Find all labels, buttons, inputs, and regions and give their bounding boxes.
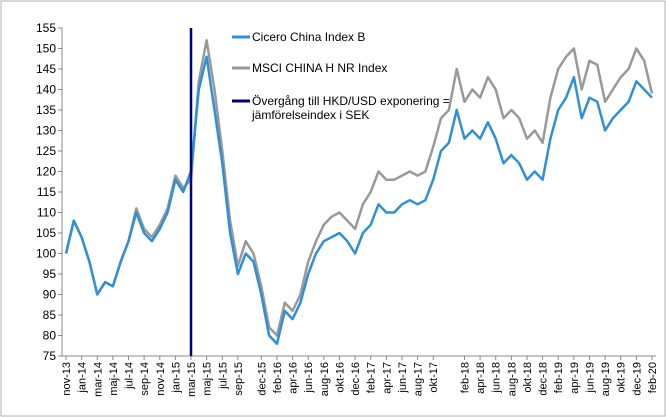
x-tick-label: dec-16 [350, 362, 362, 396]
x-tick-label: feb-18 [459, 362, 471, 393]
y-tick-label: 155 [36, 21, 56, 35]
x-tick-label: dec-15 [256, 362, 268, 396]
y-tick-label: 150 [36, 42, 56, 56]
x-tick-label: sep-15 [233, 362, 245, 396]
x-tick-label: dec-18 [538, 362, 550, 396]
x-tick-label: okt-18 [522, 362, 534, 393]
x-tick-label: aug-16 [319, 362, 331, 396]
x-tick-label: dec-19 [631, 362, 643, 396]
x-tick-label: apr-16 [288, 362, 300, 394]
series-line [64, 39, 654, 337]
y-tick-label: 75 [43, 349, 57, 363]
x-tick-label: mar-14 [92, 362, 104, 397]
legend-label: Övergång till HKD/USD exponering = jämfö… [252, 94, 450, 122]
x-tick-label: jun-16 [303, 362, 315, 394]
y-tick-label: 120 [36, 165, 56, 179]
y-tick-label: 105 [36, 226, 56, 240]
y-tick-label: 90 [43, 288, 57, 302]
y-tick-label: 130 [36, 124, 56, 138]
x-tick-label: feb-20 [647, 362, 659, 393]
x-tick-label: feb-19 [553, 362, 565, 393]
series-line [64, 55, 653, 345]
x-tick-label: okt-17 [428, 362, 440, 393]
x-tick-label: mar-15 [186, 362, 198, 397]
x-tick-label: apr-17 [381, 362, 393, 394]
x-tick-label: apr-18 [475, 362, 487, 394]
y-tick-label: 100 [36, 247, 56, 261]
y-tick-label: 85 [43, 308, 57, 322]
x-tick-label: okt-16 [334, 362, 346, 393]
y-tick-label: 125 [36, 144, 56, 158]
x-tick-label: feb-17 [366, 362, 378, 393]
y-tick-label: 140 [36, 83, 56, 97]
y-tick-label: 110 [37, 206, 56, 220]
x-tick-label: aug-19 [600, 362, 612, 396]
x-tick-label: jun-19 [584, 362, 596, 394]
y-tick-label: 95 [43, 267, 57, 281]
legend-label: MSCI CHINA H NR Index [252, 61, 388, 75]
y-tick-label: 135 [36, 103, 56, 117]
x-tick-label: okt-19 [616, 362, 628, 393]
x-tick-label: sep-14 [139, 362, 151, 396]
x-tick-label: jan-14 [77, 362, 89, 394]
x-tick-label: jun-18 [491, 362, 503, 394]
x-tick-label: aug-18 [506, 362, 518, 396]
x-tick-label: aug-17 [413, 362, 425, 396]
y-tick-label: 145 [36, 62, 56, 76]
x-tick-label: jul-15 [217, 362, 229, 390]
x-tick-label: maj-14 [108, 362, 120, 396]
x-tick-label: nov-14 [155, 362, 167, 396]
x-tick-label: feb-16 [272, 362, 284, 393]
x-tick-label: maj-15 [202, 362, 214, 396]
y-tick-label: 115 [37, 185, 56, 199]
y-tick-label: 80 [43, 329, 57, 343]
x-tick-label: jun-17 [397, 362, 409, 394]
x-tick-label: jul-14 [124, 362, 136, 390]
x-tick-label: jan-15 [170, 362, 182, 394]
legend-label: Cicero China Index B [252, 30, 366, 44]
x-tick-label: apr-19 [569, 362, 581, 394]
x-tick-label: nov-13 [61, 362, 73, 396]
